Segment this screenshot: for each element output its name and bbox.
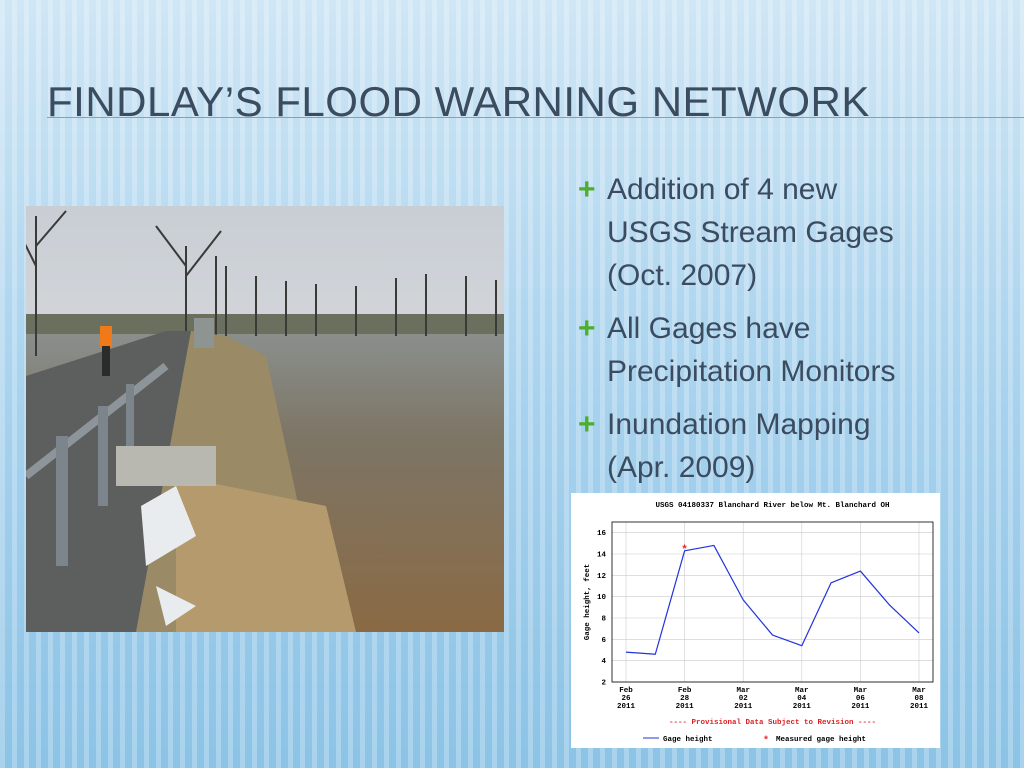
x-tick-label: Feb 28 2011 — [676, 687, 695, 711]
y-tick-label: 2 — [601, 680, 606, 688]
x-tick-label: Mar 08 2011 — [910, 687, 929, 711]
bullet-list: + Addition of 4 new USGS Stream Gages (Oc… — [578, 168, 998, 499]
y-tick-label: 6 — [601, 637, 606, 645]
x-tick-label: Mar 06 2011 — [851, 687, 870, 711]
y-tick-label: 10 — [597, 594, 607, 602]
x-tick-label: Mar 02 2011 — [734, 687, 753, 711]
bullet-text: Inundation Mapping (Apr. 2009) — [607, 408, 871, 484]
title-rule — [47, 117, 1024, 118]
flood-photo — [26, 206, 504, 632]
gage-line — [625, 544, 920, 655]
bullet-marker: + — [578, 408, 596, 441]
plot-frame — [611, 521, 934, 683]
x-tick-label: Mar 04 2011 — [793, 687, 812, 711]
bullet-marker: + — [578, 312, 596, 345]
y-tick-label: 14 — [597, 552, 607, 560]
bullet: + Addition of 4 new USGS Stream Gages (Oc… — [578, 168, 917, 297]
chart-title: USGS 04180337 Blanchard River below Mt. … — [655, 502, 889, 510]
gage-chart: USGS 04180337 Blanchard River below Mt. … — [571, 493, 940, 748]
bullet-marker: + — [578, 173, 596, 206]
bullet-text: All Gages have Precipitation Monitors — [607, 312, 896, 388]
legend-label: Gage height — [663, 736, 713, 744]
bullet: + Inundation Mapping (Apr. 2009) — [578, 403, 917, 489]
bullet-text: Addition of 4 new USGS Stream Gages (Oct… — [607, 173, 894, 292]
y-tick-label: 16 — [597, 530, 607, 538]
legend-label: Measured gage height — [776, 736, 866, 744]
x-tick-label: Feb 26 2011 — [617, 687, 636, 711]
legend-marker: * — [763, 735, 769, 747]
bullet: + All Gages have Precipitation Monitors — [578, 307, 917, 393]
measured-point: * — [681, 545, 688, 557]
y-axis-label: Gage height, feet — [584, 564, 592, 641]
slide-title: Findlay’s Flood Warning Network — [47, 78, 870, 125]
y-tick-label: 8 — [601, 616, 606, 624]
provisional-note: ---- Provisional Data Subject to Revisio… — [669, 719, 876, 727]
y-tick-label: 4 — [601, 658, 606, 666]
y-tick-label: 12 — [597, 573, 607, 581]
